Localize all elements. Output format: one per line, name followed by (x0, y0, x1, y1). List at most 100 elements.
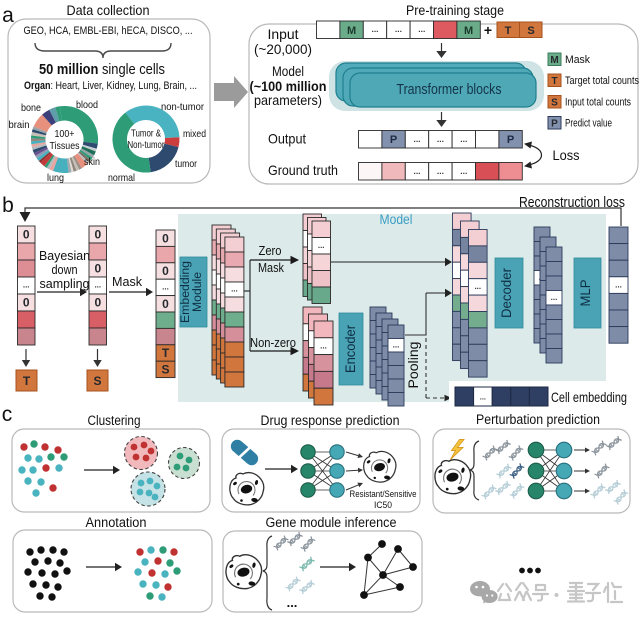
svg-text:Drug response prediction: Drug response prediction (261, 413, 400, 428)
svg-text:Mask: Mask (258, 261, 285, 275)
svg-text:0: 0 (162, 264, 169, 278)
svg-text:b: b (2, 194, 14, 217)
svg-text:...: ... (94, 281, 101, 290)
svg-text:Pooling: Pooling (406, 342, 421, 389)
svg-text:Encoder: Encoder (343, 325, 358, 373)
svg-text:Gene module inference: Gene module inference (266, 515, 397, 530)
svg-text:mixed: mixed (183, 128, 206, 140)
svg-text:Predict value: Predict value (565, 118, 612, 130)
svg-text:0: 0 (94, 262, 101, 276)
svg-text:Loss: Loss (553, 147, 580, 163)
svg-text:sampling: sampling (40, 276, 90, 291)
svg-text:0: 0 (94, 296, 101, 310)
svg-text:T: T (23, 374, 31, 388)
svg-text:Reconstruction loss: Reconstruction loss (519, 195, 625, 211)
svg-text:skin: skin (84, 156, 100, 168)
svg-text:Decoder: Decoder (499, 268, 514, 318)
svg-text:...: ... (460, 166, 467, 176)
svg-text:Data collection: Data collection (67, 3, 150, 18)
svg-text:...: ... (551, 293, 558, 302)
svg-text:a: a (2, 4, 14, 27)
svg-text:T: T (162, 346, 170, 360)
svg-text:tumor: tumor (175, 158, 197, 170)
svg-text:Input total counts: Input total counts (565, 97, 631, 109)
svg-text:IC50: IC50 (374, 500, 392, 510)
svg-text:Model: Model (380, 212, 413, 227)
svg-text:T: T (505, 25, 512, 37)
svg-text:...: ... (287, 595, 298, 610)
svg-text:Output: Output (268, 131, 306, 147)
svg-text:Bayesian: Bayesian (39, 248, 90, 263)
svg-text:0: 0 (94, 228, 101, 242)
svg-text:blood: blood (76, 99, 98, 111)
svg-text:...: ... (413, 134, 420, 144)
svg-text:parameters): parameters) (254, 92, 322, 108)
svg-text:Pre-training stage: Pre-training stage (406, 3, 504, 18)
svg-text:P: P (507, 134, 514, 146)
svg-text:...: ... (371, 24, 378, 34)
svg-text:Target total counts: Target total counts (565, 75, 639, 87)
svg-text:...: ... (413, 166, 420, 176)
svg-text:...: ... (231, 285, 238, 294)
svg-text:down: down (52, 262, 78, 277)
svg-text:non-tumor: non-tumor (161, 101, 204, 113)
svg-text:...: ... (460, 134, 467, 144)
svg-text:Mask: Mask (565, 54, 590, 66)
svg-text:...: ... (437, 134, 444, 144)
svg-text:...: ... (393, 340, 400, 349)
svg-text:Non-tumor: Non-tumor (128, 140, 166, 151)
svg-text:M: M (347, 25, 356, 37)
svg-text:brain: brain (9, 119, 30, 131)
svg-text:+: + (484, 22, 492, 38)
svg-text:(~100 million: (~100 million (250, 78, 327, 94)
svg-text:Resistant/Sensitive: Resistant/Sensitive (350, 489, 417, 499)
svg-text:lung: lung (47, 172, 64, 184)
svg-text:...: ... (162, 283, 169, 292)
svg-text:P: P (551, 118, 558, 129)
svg-text:T: T (551, 76, 557, 87)
svg-text:Organ: Heart, Liver, Kidney, L: Organ: Heart, Liver, Kidney, Lung, Brain… (24, 80, 197, 92)
svg-text:Input: Input (268, 26, 299, 42)
svg-text:Cell embedding: Cell embedding (551, 389, 627, 405)
svg-text:S: S (93, 374, 101, 388)
svg-text:M: M (464, 25, 473, 37)
svg-text:Tissues: Tissues (50, 140, 80, 152)
svg-text:S: S (161, 363, 169, 377)
svg-text:...: ... (320, 341, 327, 350)
svg-text:Clustering: Clustering (88, 413, 141, 428)
svg-text:Transformer blocks: Transformer blocks (397, 81, 502, 98)
svg-text:...: ... (395, 24, 402, 34)
svg-text:0: 0 (23, 228, 30, 242)
svg-text:0: 0 (23, 296, 30, 310)
svg-text:0: 0 (162, 297, 169, 311)
svg-text:Zero: Zero (259, 244, 282, 258)
svg-text:Tumor &: Tumor & (131, 129, 161, 140)
svg-text:S: S (527, 25, 534, 37)
svg-text:...: ... (318, 241, 325, 250)
svg-text:Perturbation prediction: Perturbation prediction (476, 412, 600, 427)
svg-text:P: P (390, 134, 397, 146)
svg-text:0: 0 (162, 231, 169, 245)
svg-text:normal: normal (108, 172, 135, 184)
svg-text:...: ... (480, 393, 486, 402)
svg-text:100+: 100+ (55, 128, 75, 140)
svg-text:Ground truth: Ground truth (268, 162, 338, 178)
svg-text:Module: Module (192, 272, 204, 312)
svg-text:M: M (550, 55, 558, 66)
svg-text:(~20,000): (~20,000) (254, 41, 312, 57)
svg-text:c: c (2, 403, 13, 426)
svg-text:Annotation: Annotation (86, 515, 147, 530)
svg-text:...: ... (418, 24, 425, 34)
svg-text:Model: Model (272, 63, 304, 79)
svg-text:MLP: MLP (577, 280, 593, 307)
svg-text:...: ... (615, 280, 622, 289)
svg-text:...: ... (23, 281, 30, 290)
svg-text:Non-zero: Non-zero (250, 336, 296, 350)
svg-text:...: ... (474, 282, 481, 291)
svg-text:Mask: Mask (112, 274, 142, 289)
svg-text:GEO, HCA, EMBL-EBI, hECA, DISC: GEO, HCA, EMBL-EBI, hECA, DISCO, ... (24, 25, 193, 37)
svg-text:Embedding: Embedding (180, 261, 192, 323)
svg-text:bone: bone (21, 102, 41, 114)
svg-text:...: ... (437, 166, 444, 176)
svg-text:50 million single cells: 50 million single cells (39, 62, 165, 78)
